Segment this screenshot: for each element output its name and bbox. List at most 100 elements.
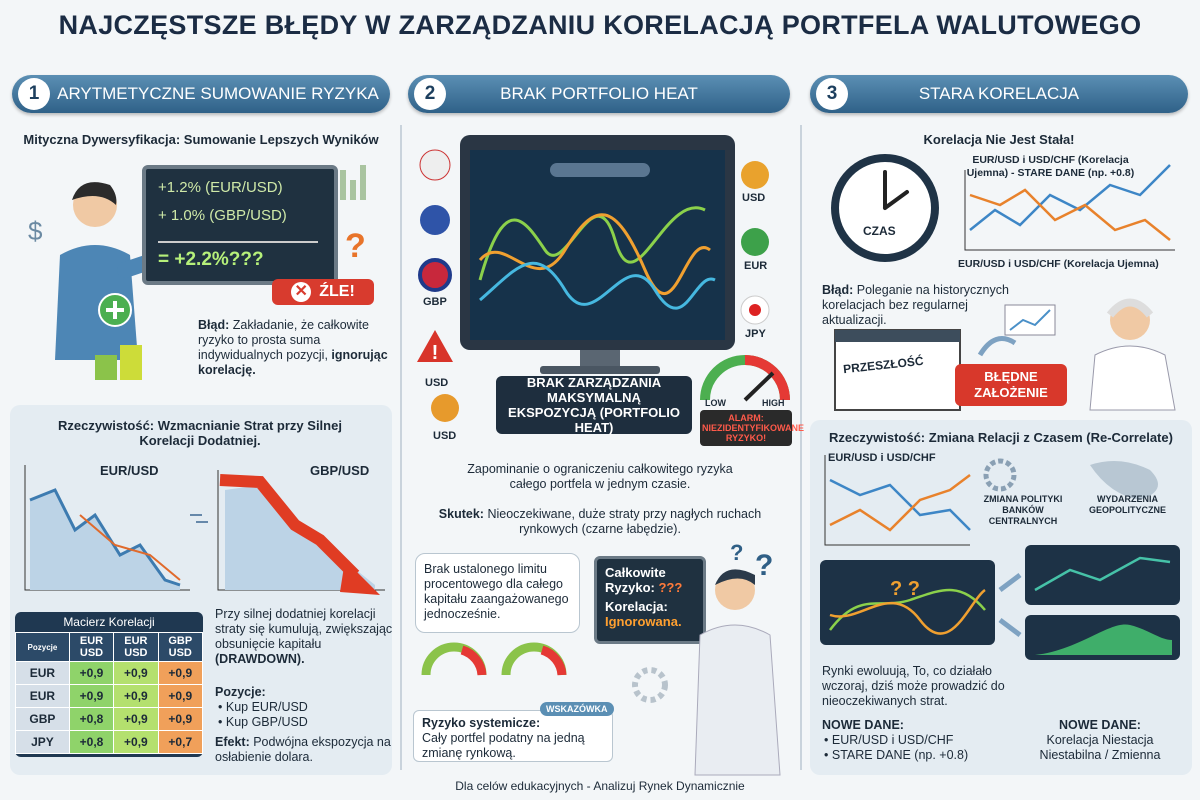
calendar: [834, 329, 961, 411]
currency-label: USD: [433, 430, 457, 442]
heat-gauge-red: [744, 355, 790, 401]
chart-line: [829, 474, 971, 532]
clock-hands: [883, 170, 909, 210]
tip-text: Cały portfel podatny na jedną zmianę ryn…: [422, 731, 585, 760]
screen-bar: [550, 163, 650, 177]
monitor-illustration: !: [417, 135, 790, 422]
flag-usd: [419, 149, 451, 181]
new-data-item: • STARE DANE (np. +0.8): [824, 748, 969, 762]
question-icon: ?: [755, 549, 773, 582]
speech-bubble: Brak ustalonego limitu procentowego dla …: [415, 553, 580, 633]
chart-axis: [964, 170, 1175, 251]
monitor-caption: BRAK ZARZĄDZANIA MAKSYMALNĄ EKSPOZYCJĄ (…: [496, 375, 692, 435]
new-data-text: Korelacja Niestacja Niestabilna / Zmienn…: [1039, 733, 1161, 762]
board-value: Ignorowana.: [605, 614, 682, 629]
monitor-screen: [470, 150, 725, 340]
chart-area: [1035, 624, 1172, 655]
bar-icon: [360, 165, 366, 200]
blackboard: +1.2% (EUR/USD) + 1.0% (GBP/USD) = +2.2%…: [142, 165, 338, 285]
tip-tag: WSKAZÓWKA: [540, 702, 614, 716]
gauge-needle: [743, 371, 775, 402]
tip-box: Ryzyko systemicze: Cały portfel podatny …: [413, 710, 613, 762]
matrix-row-label: EUR: [15, 661, 70, 685]
section-header: 1 ARYTMETYCZNE SUMOWANIE RYZYKA: [12, 75, 390, 113]
divider: [800, 125, 802, 770]
hair: [72, 182, 117, 205]
coin-usd: [431, 394, 459, 422]
matrix-row: GBP +0,8 +0,9 +0,9: [15, 707, 204, 731]
chart-line: [29, 488, 181, 587]
dark-chart: [820, 560, 995, 645]
flag-jpy-dot: [749, 304, 761, 316]
evolution-note: Rynki ewoluują, To, co działało wczoraj,…: [822, 664, 1005, 708]
matrix-cell: +0,8: [68, 730, 115, 754]
note-emphasis: (DRAWDOWN).: [215, 652, 305, 666]
chart-label: GBP/USD: [310, 463, 370, 478]
wrong-badge: ✕ ŹLE!: [272, 279, 374, 305]
flag-eur: [420, 205, 450, 235]
coin-stack: [120, 345, 142, 380]
position-item: • Kup EUR/USD: [218, 700, 308, 714]
position-text: Kup GBP/USD: [225, 715, 308, 729]
matrix-header: Pozycje: [15, 632, 70, 662]
matrix-header: GBP USD: [157, 632, 204, 662]
matrix-cell: +0,9: [157, 707, 204, 731]
matrix-cell: +0,9: [157, 661, 204, 685]
factor-label: WYDARZENIA GEOPOLITYCZNE: [1088, 494, 1166, 515]
error-label: Błąd:: [822, 283, 854, 297]
hair: [715, 569, 755, 585]
screen-line: [478, 213, 711, 295]
chart-line: [829, 588, 986, 635]
chart-caption: EUR/USD i USD/CHF: [828, 452, 936, 464]
correlation-matrix: Macierz Korelacji Pozycje EUR USD EUR USD G…: [15, 612, 204, 757]
small-gauge-red: [460, 645, 487, 676]
positions-label: Pozycje:: [215, 685, 266, 699]
chart-line: [969, 188, 1171, 241]
new-data-text: EUR/USD i USD/CHF: [831, 733, 954, 747]
board-value: ???: [658, 580, 683, 595]
chart-line: [829, 478, 971, 531]
error-note: Błąd: Poleganie na historycznych korelac…: [822, 283, 1012, 328]
section-heading: STARA KORELACJA: [918, 84, 1080, 103]
reality-title: Rzeczywistość: Zmiana Relacji z Czasem (…: [829, 430, 1173, 445]
error-text: Poleganie na historycznych korelacjach b…: [822, 283, 1009, 327]
chart-line: [1034, 556, 1171, 592]
coin-stack: [95, 355, 117, 380]
matrix-row: JPY +0,8 +0,9 +0,7: [15, 730, 204, 754]
decor-icons: ?: [340, 165, 366, 265]
chart-title: EUR/USD i USD/CHF (Korelacja Ujemna) - S…: [966, 154, 1135, 179]
calendar-top: [835, 330, 960, 342]
new-data-text: STARE DANE (np. +0.8): [831, 748, 969, 762]
alarm-box: ALARM: NIEZIDENTYFIKOWANE RYZYKO!: [700, 410, 804, 446]
matrix-row-label: EUR: [15, 684, 70, 708]
question-icon: ?: [345, 227, 366, 265]
note-text: Przy silnej dodatniej korelacji straty s…: [215, 607, 393, 651]
matrix-cell: +0,9: [113, 684, 159, 708]
matrix-cell: +0,9: [68, 684, 115, 708]
reality-title: Rzeczywistość: Wzmacnianie Strat przy Si…: [58, 418, 342, 448]
gauge-label: HIGH: [762, 398, 785, 408]
effect-text: Podwójna ekspozycja na osłabienie dolara…: [215, 735, 391, 764]
matrix-cell: +0,9: [68, 661, 115, 685]
thinking-person: ? ?: [421, 540, 781, 776]
matrix-cell: +0,9: [113, 661, 159, 685]
board-label: Korelacja:: [605, 599, 668, 614]
matrix-row: EUR +0,9 +0,9 +0,9: [15, 684, 204, 708]
board-sum: = +2.2%???: [158, 241, 318, 271]
section-number: 3: [816, 78, 848, 110]
recorrelation-visual: ? ?: [820, 455, 1180, 660]
sweater: [55, 245, 138, 360]
dark-chart: [1025, 545, 1180, 605]
matrix-header-row: Pozycje EUR USD EUR USD GBP USD: [15, 632, 204, 662]
chart-line: [79, 514, 181, 581]
plus-sign: [106, 301, 124, 319]
section-subtitle: Mityczna Dywersyfikacja: Sumowanie Lepsz…: [23, 132, 379, 147]
error-label: Błąd:: [198, 318, 230, 332]
wrong-assumption-banner: BŁĘDNE ZAŁOŻENIE: [955, 364, 1067, 406]
chart-area: [30, 490, 180, 590]
footer: Dla celów edukacyjnych - Analizuj Rynek …: [455, 779, 745, 793]
loss-arrow-head: [340, 560, 380, 595]
matrix-header: EUR USD: [68, 632, 115, 662]
matrix-row: EUR +0,9 +0,9 +0,9: [15, 661, 204, 685]
